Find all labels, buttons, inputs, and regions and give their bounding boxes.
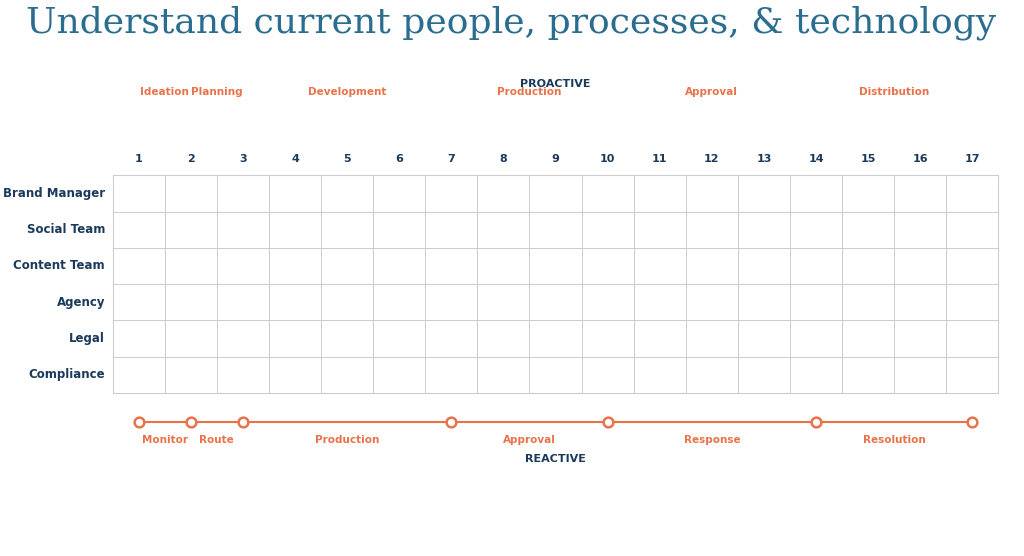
Text: Distribution: Distribution [859,87,930,97]
Text: 8: 8 [500,154,507,164]
Text: Approval: Approval [685,87,738,97]
Text: 17: 17 [965,154,980,164]
Text: 12: 12 [705,154,720,164]
Text: Brand Manager: Brand Manager [3,187,105,200]
Text: 5: 5 [343,154,351,164]
Text: 13: 13 [757,154,772,164]
Text: 6: 6 [395,154,403,164]
Text: 2: 2 [187,154,195,164]
Text: 3: 3 [239,154,247,164]
Text: Production: Production [498,87,561,97]
Text: Production: Production [315,435,379,445]
Text: Approval: Approval [503,435,556,445]
Text: Route: Route [200,435,234,445]
Text: Planning: Planning [191,87,243,97]
Text: 4: 4 [291,154,299,164]
Bar [113,175,998,393]
Text: 16: 16 [912,154,928,164]
Text: Social Team: Social Team [27,223,105,236]
Text: 9: 9 [552,154,559,164]
Text: 7: 7 [447,154,456,164]
Text: Content Team: Content Team [13,260,105,272]
Text: Agency: Agency [56,296,105,309]
Text: Legal: Legal [69,332,105,345]
Text: Compliance: Compliance [29,368,105,381]
Text: Understand current people, processes, & technology: Understand current people, processes, & … [26,6,995,40]
Text: Ideation: Ideation [140,87,189,97]
Text: Development: Development [308,87,386,97]
Text: Resolution: Resolution [863,435,926,445]
Text: 15: 15 [860,154,876,164]
Text: 11: 11 [652,154,668,164]
Text: PROACTIVE: PROACTIVE [520,79,591,89]
Text: REACTIVE: REACTIVE [525,454,586,464]
Text: 14: 14 [808,154,824,164]
Text: Monitor: Monitor [141,435,187,445]
Text: Response: Response [683,435,740,445]
Text: 10: 10 [600,154,615,164]
Text: 1: 1 [135,154,142,164]
